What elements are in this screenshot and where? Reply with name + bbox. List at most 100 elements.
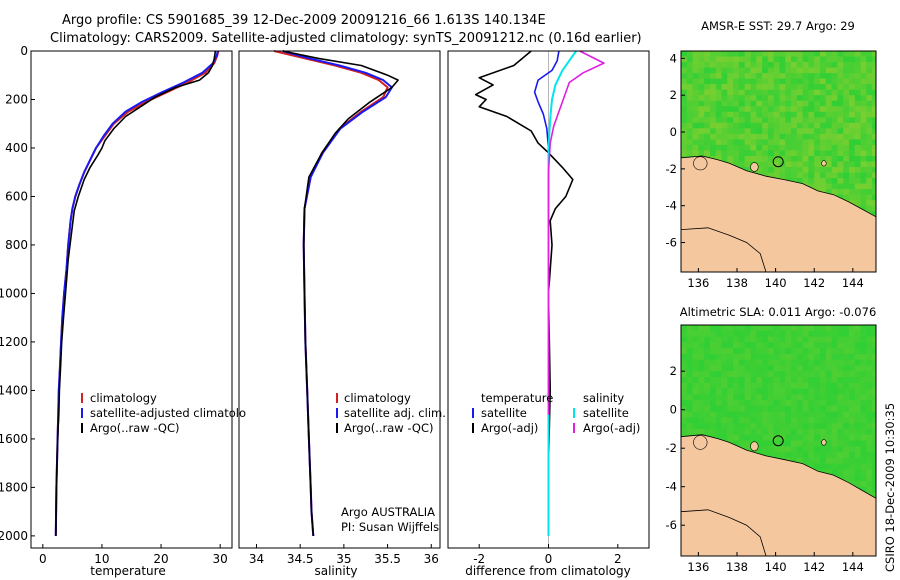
- ocean-pixel: [692, 106, 699, 113]
- x-tick-label: 35: [336, 552, 351, 566]
- ocean-pixel: [727, 100, 734, 107]
- ocean-pixel: [849, 353, 856, 361]
- ocean-pixel: [796, 423, 804, 430]
- ocean-pixel: [860, 417, 867, 424]
- ocean-pixel: [843, 475, 850, 482]
- ocean-pixel: [808, 156, 815, 163]
- ocean-pixel: [849, 56, 856, 63]
- ocean-pixel: [802, 139, 809, 146]
- x-tick-label: 140: [765, 560, 787, 574]
- ocean-pixel: [767, 78, 775, 85]
- ocean-pixel: [767, 161, 775, 168]
- ocean-pixel: [820, 417, 827, 424]
- ocean-pixel: [814, 172, 821, 179]
- ocean-pixel: [715, 106, 723, 113]
- ocean-pixel: [802, 382, 809, 390]
- ocean-pixel: [733, 423, 740, 430]
- ocean-pixel: [849, 469, 856, 476]
- ocean-pixel: [756, 111, 763, 118]
- ocean-pixel: [802, 111, 809, 118]
- ocean-pixel: [681, 95, 688, 102]
- ocean-pixel: [704, 106, 711, 113]
- ocean-pixel: [744, 434, 752, 442]
- ocean-pixel: [872, 78, 876, 85]
- legend-label-climatology: climatology: [344, 391, 411, 405]
- ocean-pixel: [744, 446, 752, 453]
- ocean-pixel: [710, 89, 717, 96]
- ocean-pixel: [866, 51, 873, 58]
- ocean-pixel: [854, 167, 862, 174]
- ocean-pixel: [779, 411, 786, 418]
- ocean-pixel: [698, 423, 705, 430]
- ocean-pixel: [785, 423, 792, 430]
- ocean-pixel: [791, 400, 798, 407]
- ocean-pixel: [721, 400, 728, 407]
- ocean-pixel: [849, 133, 856, 140]
- ocean-pixel: [866, 486, 873, 494]
- ocean-pixel: [872, 133, 876, 140]
- x-tick-label: 142: [803, 560, 825, 574]
- ocean-pixel: [837, 106, 844, 113]
- ocean-pixel: [721, 100, 728, 107]
- ocean-pixel: [854, 365, 862, 372]
- ocean-pixel: [872, 434, 876, 442]
- ocean-pixel: [773, 73, 781, 80]
- ocean-pixel: [872, 183, 876, 190]
- ocean-pixel: [872, 463, 876, 470]
- ocean-pixel: [744, 84, 752, 91]
- ocean-pixel: [738, 325, 746, 332]
- ocean-pixel: [756, 122, 763, 129]
- ocean-pixel: [779, 423, 786, 430]
- ocean-pixel: [826, 272, 832, 278]
- ocean-pixel: [796, 411, 804, 418]
- ocean-pixel: [750, 56, 757, 63]
- ocean-pixel: [704, 95, 711, 102]
- x-tick-label: 34: [249, 552, 264, 566]
- ocean-pixel: [814, 446, 821, 453]
- ocean-pixel: [773, 353, 781, 361]
- ocean-pixel: [831, 452, 838, 459]
- ocean-pixel: [843, 359, 850, 366]
- ocean-pixel: [762, 428, 769, 436]
- ocean-pixel: [710, 428, 717, 436]
- ocean-pixel: [727, 67, 734, 74]
- ocean-pixel: [825, 446, 833, 453]
- ocean-pixel: [762, 394, 769, 401]
- ocean-pixel: [872, 377, 876, 384]
- ocean-pixel: [767, 411, 775, 418]
- ocean-pixel: [733, 353, 740, 361]
- ocean-pixel: [791, 382, 798, 390]
- ocean-pixel: [796, 161, 804, 168]
- ocean-pixel: [791, 117, 798, 124]
- ocean-pixel: [837, 62, 844, 69]
- ocean-pixel: [773, 400, 781, 407]
- ocean-pixel: [733, 67, 740, 74]
- ocean-pixel: [762, 89, 769, 96]
- ocean-pixel: [785, 440, 792, 447]
- ocean-pixel: [808, 128, 815, 135]
- ocean-pixel: [825, 51, 833, 58]
- ocean-pixel: [681, 388, 688, 395]
- ocean-pixel: [849, 434, 856, 442]
- island: [693, 435, 708, 450]
- ocean-pixel: [721, 377, 728, 384]
- ocean-pixel: [802, 56, 809, 63]
- ocean-pixel: [820, 388, 827, 395]
- ocean-pixel: [785, 434, 792, 442]
- ocean-pixel: [681, 144, 688, 151]
- ocean-pixel: [808, 111, 815, 118]
- ocean-pixel: [802, 388, 809, 395]
- ocean-pixel: [744, 56, 752, 63]
- ocean-pixel: [872, 178, 876, 185]
- ocean-pixel: [820, 111, 827, 118]
- ocean-pixel: [744, 95, 752, 102]
- ocean-pixel: [773, 161, 781, 168]
- ocean-pixel: [773, 122, 781, 129]
- ocean-pixel: [715, 330, 723, 338]
- ocean-pixel: [750, 67, 757, 74]
- ocean-pixel: [733, 342, 740, 349]
- ocean-pixel: [686, 348, 694, 355]
- ocean-pixel: [710, 371, 717, 378]
- ocean-pixel: [825, 67, 833, 74]
- ocean-pixel: [814, 365, 821, 372]
